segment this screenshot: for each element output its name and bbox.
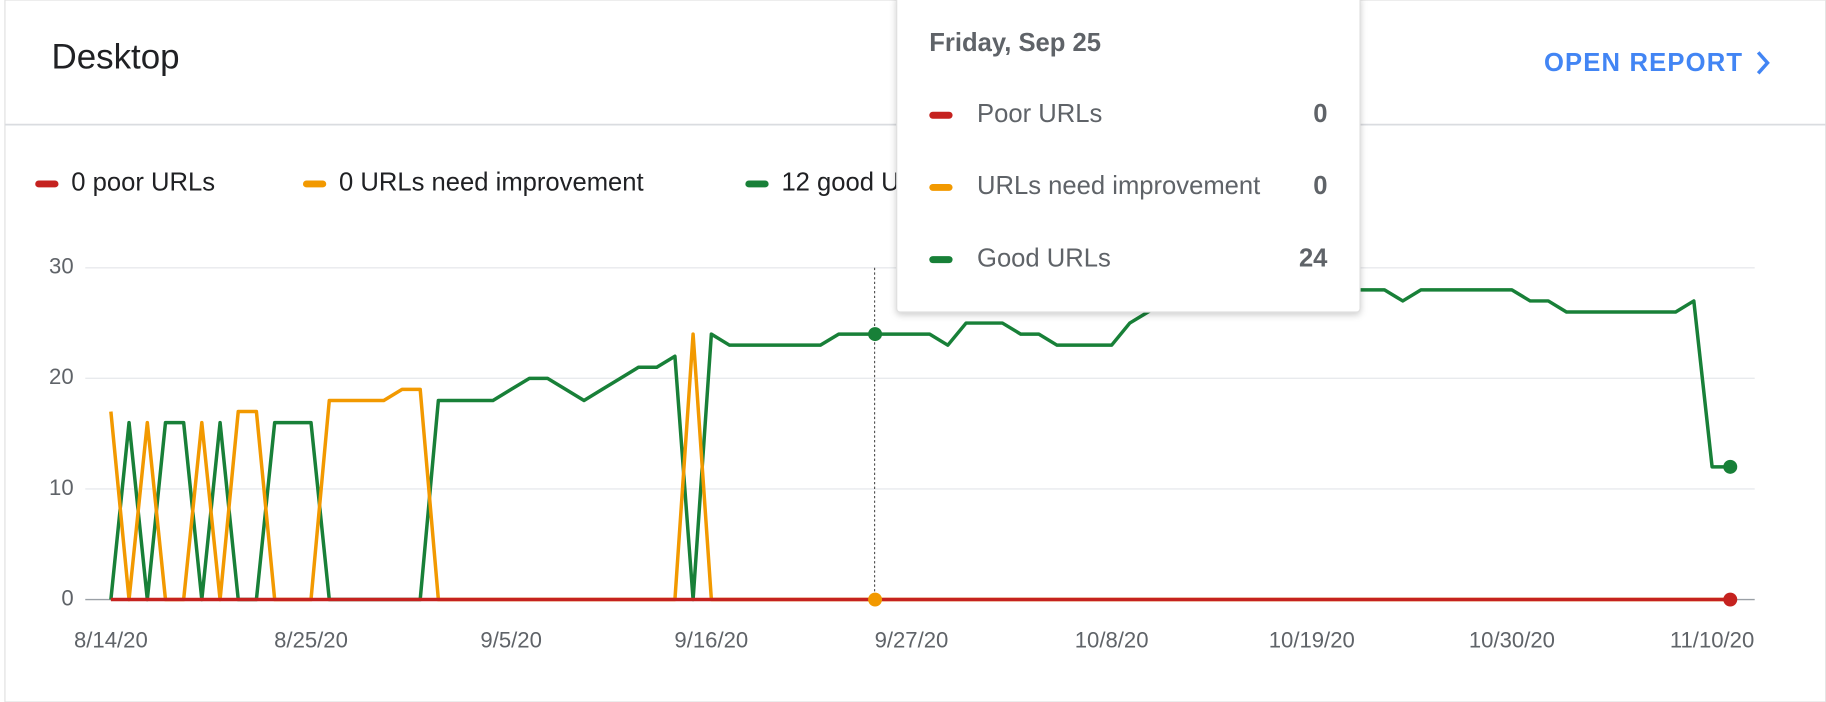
x-tick-label: 10/30/20 bbox=[1469, 627, 1555, 652]
y-tick-label: 20 bbox=[49, 364, 74, 389]
tooltip-value: 24 bbox=[1299, 244, 1328, 272]
tooltip: Friday, Sep 25 Poor URLs 0 URLs need impro… bbox=[896, 0, 1361, 313]
tooltip-title: Friday, Sep 25 bbox=[929, 29, 1101, 57]
point bbox=[868, 327, 883, 342]
x-tick-label: 8/14/20 bbox=[74, 627, 148, 652]
tooltip-value: 0 bbox=[1313, 172, 1327, 200]
x-tick-label: 9/5/20 bbox=[480, 627, 541, 652]
tooltip-label: URLs need improvement bbox=[977, 172, 1260, 200]
tooltip-box bbox=[896, 0, 1361, 313]
x-tick-label: 9/16/20 bbox=[674, 627, 748, 652]
plot: 0 10 20 30 8/14/20 8/25/20 9/5/20 9/16/20 9/27/2… bbox=[49, 254, 1755, 652]
x-tick-label: 10/19/20 bbox=[1269, 627, 1355, 652]
point bbox=[1723, 459, 1738, 474]
y-tick-label: 30 bbox=[49, 254, 74, 279]
chevron[interactable] bbox=[1756, 51, 1770, 75]
point bbox=[1723, 592, 1738, 607]
x-tick-label: 9/27/20 bbox=[875, 627, 949, 652]
legend-label: 0 URLs need improvement bbox=[339, 169, 644, 197]
x-tick-label: 10/8/20 bbox=[1075, 627, 1149, 652]
card-title: Desktop bbox=[52, 38, 180, 77]
point bbox=[868, 592, 883, 607]
legend-label: 0 poor URLs bbox=[71, 169, 215, 197]
x-tick-label: 11/10/20 bbox=[1670, 627, 1754, 652]
dots bbox=[868, 327, 1738, 607]
y-tick-label: 0 bbox=[61, 585, 73, 610]
open-report-link[interactable]: OPEN REPORT bbox=[1544, 49, 1743, 77]
tooltip-label: Good URLs bbox=[977, 244, 1111, 272]
y-tick-label: 10 bbox=[49, 475, 74, 500]
x-tick-label: 8/25/20 bbox=[274, 627, 348, 652]
legend: 0 poor URLs 0 URLs need improvement 12 goo… bbox=[35, 169, 945, 197]
tooltip-label: Poor URLs bbox=[977, 100, 1102, 128]
tooltip-value: 0 bbox=[1313, 100, 1327, 128]
